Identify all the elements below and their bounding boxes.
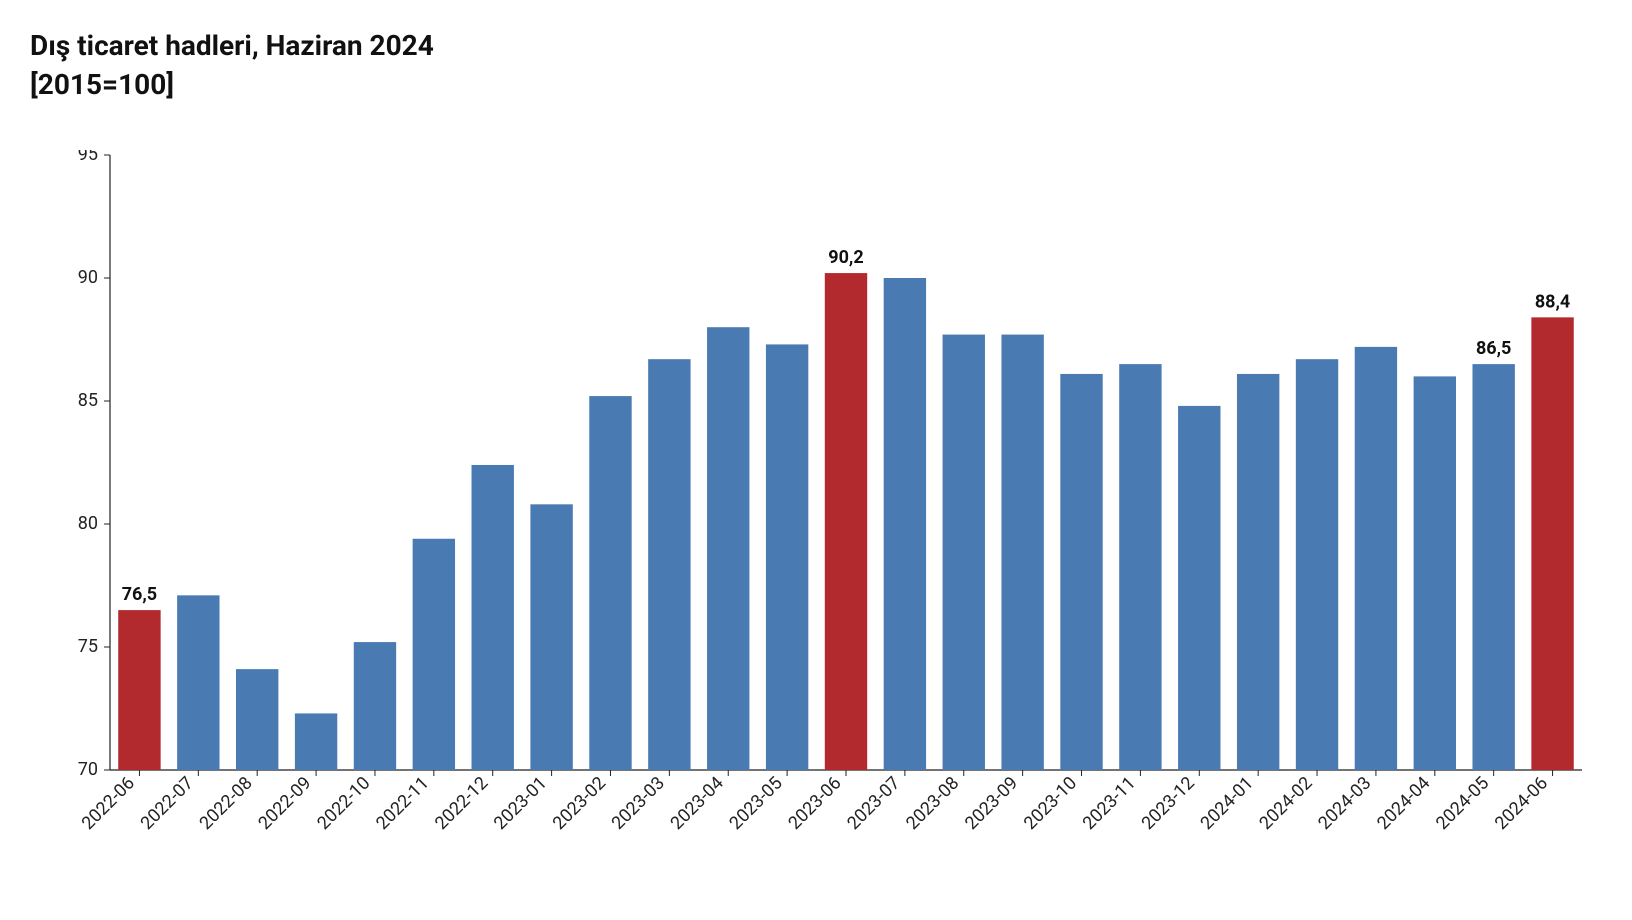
bar	[943, 335, 985, 770]
page-root: Dış ticaret hadleri, Haziran 2024 [2015=…	[0, 0, 1632, 920]
y-tick-label: 90	[78, 267, 98, 288]
x-tick-label: 2024-04	[1373, 773, 1434, 834]
bar-value-label: 90,2	[828, 247, 863, 268]
bar	[1355, 347, 1397, 770]
bar	[413, 539, 455, 770]
bar	[530, 504, 572, 770]
x-tick-label: 2023-09	[961, 773, 1022, 834]
bar	[295, 713, 337, 770]
bar	[1472, 364, 1514, 770]
x-tick-label: 2022-07	[137, 773, 198, 834]
bar	[177, 595, 219, 770]
bar	[884, 278, 926, 770]
bar	[1237, 374, 1279, 770]
bar	[1178, 406, 1220, 770]
bar	[766, 344, 808, 770]
bar-value-label: 76,5	[122, 584, 157, 605]
x-tick-label: 2023-07	[843, 773, 904, 834]
bar	[589, 396, 631, 770]
x-tick-label: 2023-01	[490, 773, 551, 834]
bar-value-label: 86,5	[1476, 338, 1511, 359]
chart-title-line1: Dış ticaret hadleri, Haziran 2024	[30, 28, 1602, 63]
x-tick-label: 2022-06	[78, 773, 139, 834]
bar	[1296, 359, 1338, 770]
bar	[472, 465, 514, 770]
x-tick-label: 2023-06	[784, 773, 845, 834]
x-tick-label: 2024-01	[1196, 773, 1257, 834]
y-tick-label: 80	[78, 513, 98, 534]
x-tick-label: 2022-11	[372, 773, 433, 834]
bar-chart-svg: 70 75 80 85 90 95 2022-062022-072022-082022-09…	[60, 150, 1592, 900]
x-tick-label: 2024-02	[1255, 773, 1316, 834]
bar-value-label: 88,4	[1535, 291, 1570, 312]
bar	[1001, 335, 1043, 770]
bar	[1414, 376, 1456, 770]
x-tick-label: 2023-03	[608, 773, 669, 834]
x-tick-label: 2023-08	[902, 773, 963, 834]
x-tick-label: 2023-11	[1079, 773, 1140, 834]
x-tick-label: 2023-05	[725, 773, 786, 834]
x-tick-label: 2024-06	[1491, 773, 1552, 834]
bar	[236, 669, 278, 770]
chart-title-line2: [2015=100]	[30, 67, 1602, 102]
bar	[648, 359, 690, 770]
bar-chart: 70 75 80 85 90 95 2022-062022-072022-082022-09…	[60, 150, 1592, 900]
x-tick-label: 2023-10	[1020, 773, 1081, 834]
bar	[1060, 374, 1102, 770]
bar	[354, 642, 396, 770]
x-tick-label: 2022-10	[313, 773, 374, 834]
x-tick-label: 2024-03	[1314, 773, 1375, 834]
x-tick-label: 2024-05	[1432, 773, 1493, 834]
y-tick-label: 85	[78, 390, 98, 411]
bar	[825, 273, 867, 770]
y-tick-label: 75	[78, 636, 98, 657]
bar	[1531, 317, 1573, 770]
x-tick-label: 2022-12	[431, 773, 492, 834]
y-tick-label: 95	[78, 150, 98, 165]
bar	[118, 610, 160, 770]
x-tick-label: 2023-12	[1138, 773, 1199, 834]
x-tick-label: 2023-04	[666, 773, 727, 834]
bar	[1119, 364, 1161, 770]
y-tick-label: 70	[78, 759, 98, 780]
x-tick-label: 2023-02	[549, 773, 610, 834]
x-tick-label: 2022-08	[195, 773, 256, 834]
x-tick-label: 2022-09	[254, 773, 315, 834]
bar	[707, 327, 749, 770]
